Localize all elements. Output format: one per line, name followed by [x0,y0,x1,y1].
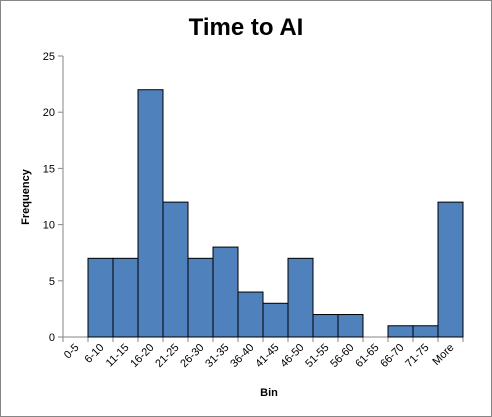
x-tick-label: 6-10 [83,342,107,366]
x-tick-label: 0-5 [62,342,82,362]
x-tick-label: 61-65 [353,342,381,370]
bar-6-10 [87,257,114,338]
y-tick-label: 15 [43,163,55,175]
x-axis-title: Bin [260,387,278,399]
x-tick-label: 31-35 [203,342,231,370]
x-tick-label: 56-60 [328,342,356,370]
y-tick-label: 10 [43,220,55,232]
bar-series [87,89,464,338]
chart-title: Time to AI [189,14,304,41]
y-axis: 0 5 10 15 20 25 [43,51,64,344]
y-tick-label: 5 [49,276,55,288]
bar-16-20 [137,89,164,338]
bar-56-60 [337,314,364,338]
x-tick-label: 11-15 [104,342,132,370]
x-tick-label: 36-40 [228,342,256,370]
x-tick-label: 51-55 [303,342,331,370]
x-axis: 0-5 6-1011-1516-2021-2526-3031-3536-4041-… [62,336,464,370]
bar-21-25 [162,201,189,338]
y-tick-label: 25 [43,51,55,63]
x-tick-label: 21-25 [153,342,181,370]
bar-36-40 [237,291,264,338]
x-tick-label: 66-70 [378,342,406,370]
bar-11-15 [112,257,139,338]
x-tick-label: 46-50 [278,342,306,370]
bar-41-45 [262,302,289,338]
bar-26-30 [187,257,214,338]
x-tick-label: 26-30 [178,342,206,370]
bar-More [437,201,464,338]
bar-46-50 [287,257,314,338]
y-tick-label: 0 [49,332,55,344]
bar-31-35 [212,246,239,338]
y-tick-label: 20 [43,107,55,119]
bar-66-70 [387,325,414,338]
y-axis-title: Frequency [20,168,32,225]
x-tick-label: 71-75 [403,342,431,370]
bar-51-55 [312,314,339,338]
bar-71-75 [412,325,439,338]
x-tick-label: 16-20 [128,342,156,370]
x-tick-label: More [430,342,456,368]
x-tick-label: 41-45 [253,342,281,370]
